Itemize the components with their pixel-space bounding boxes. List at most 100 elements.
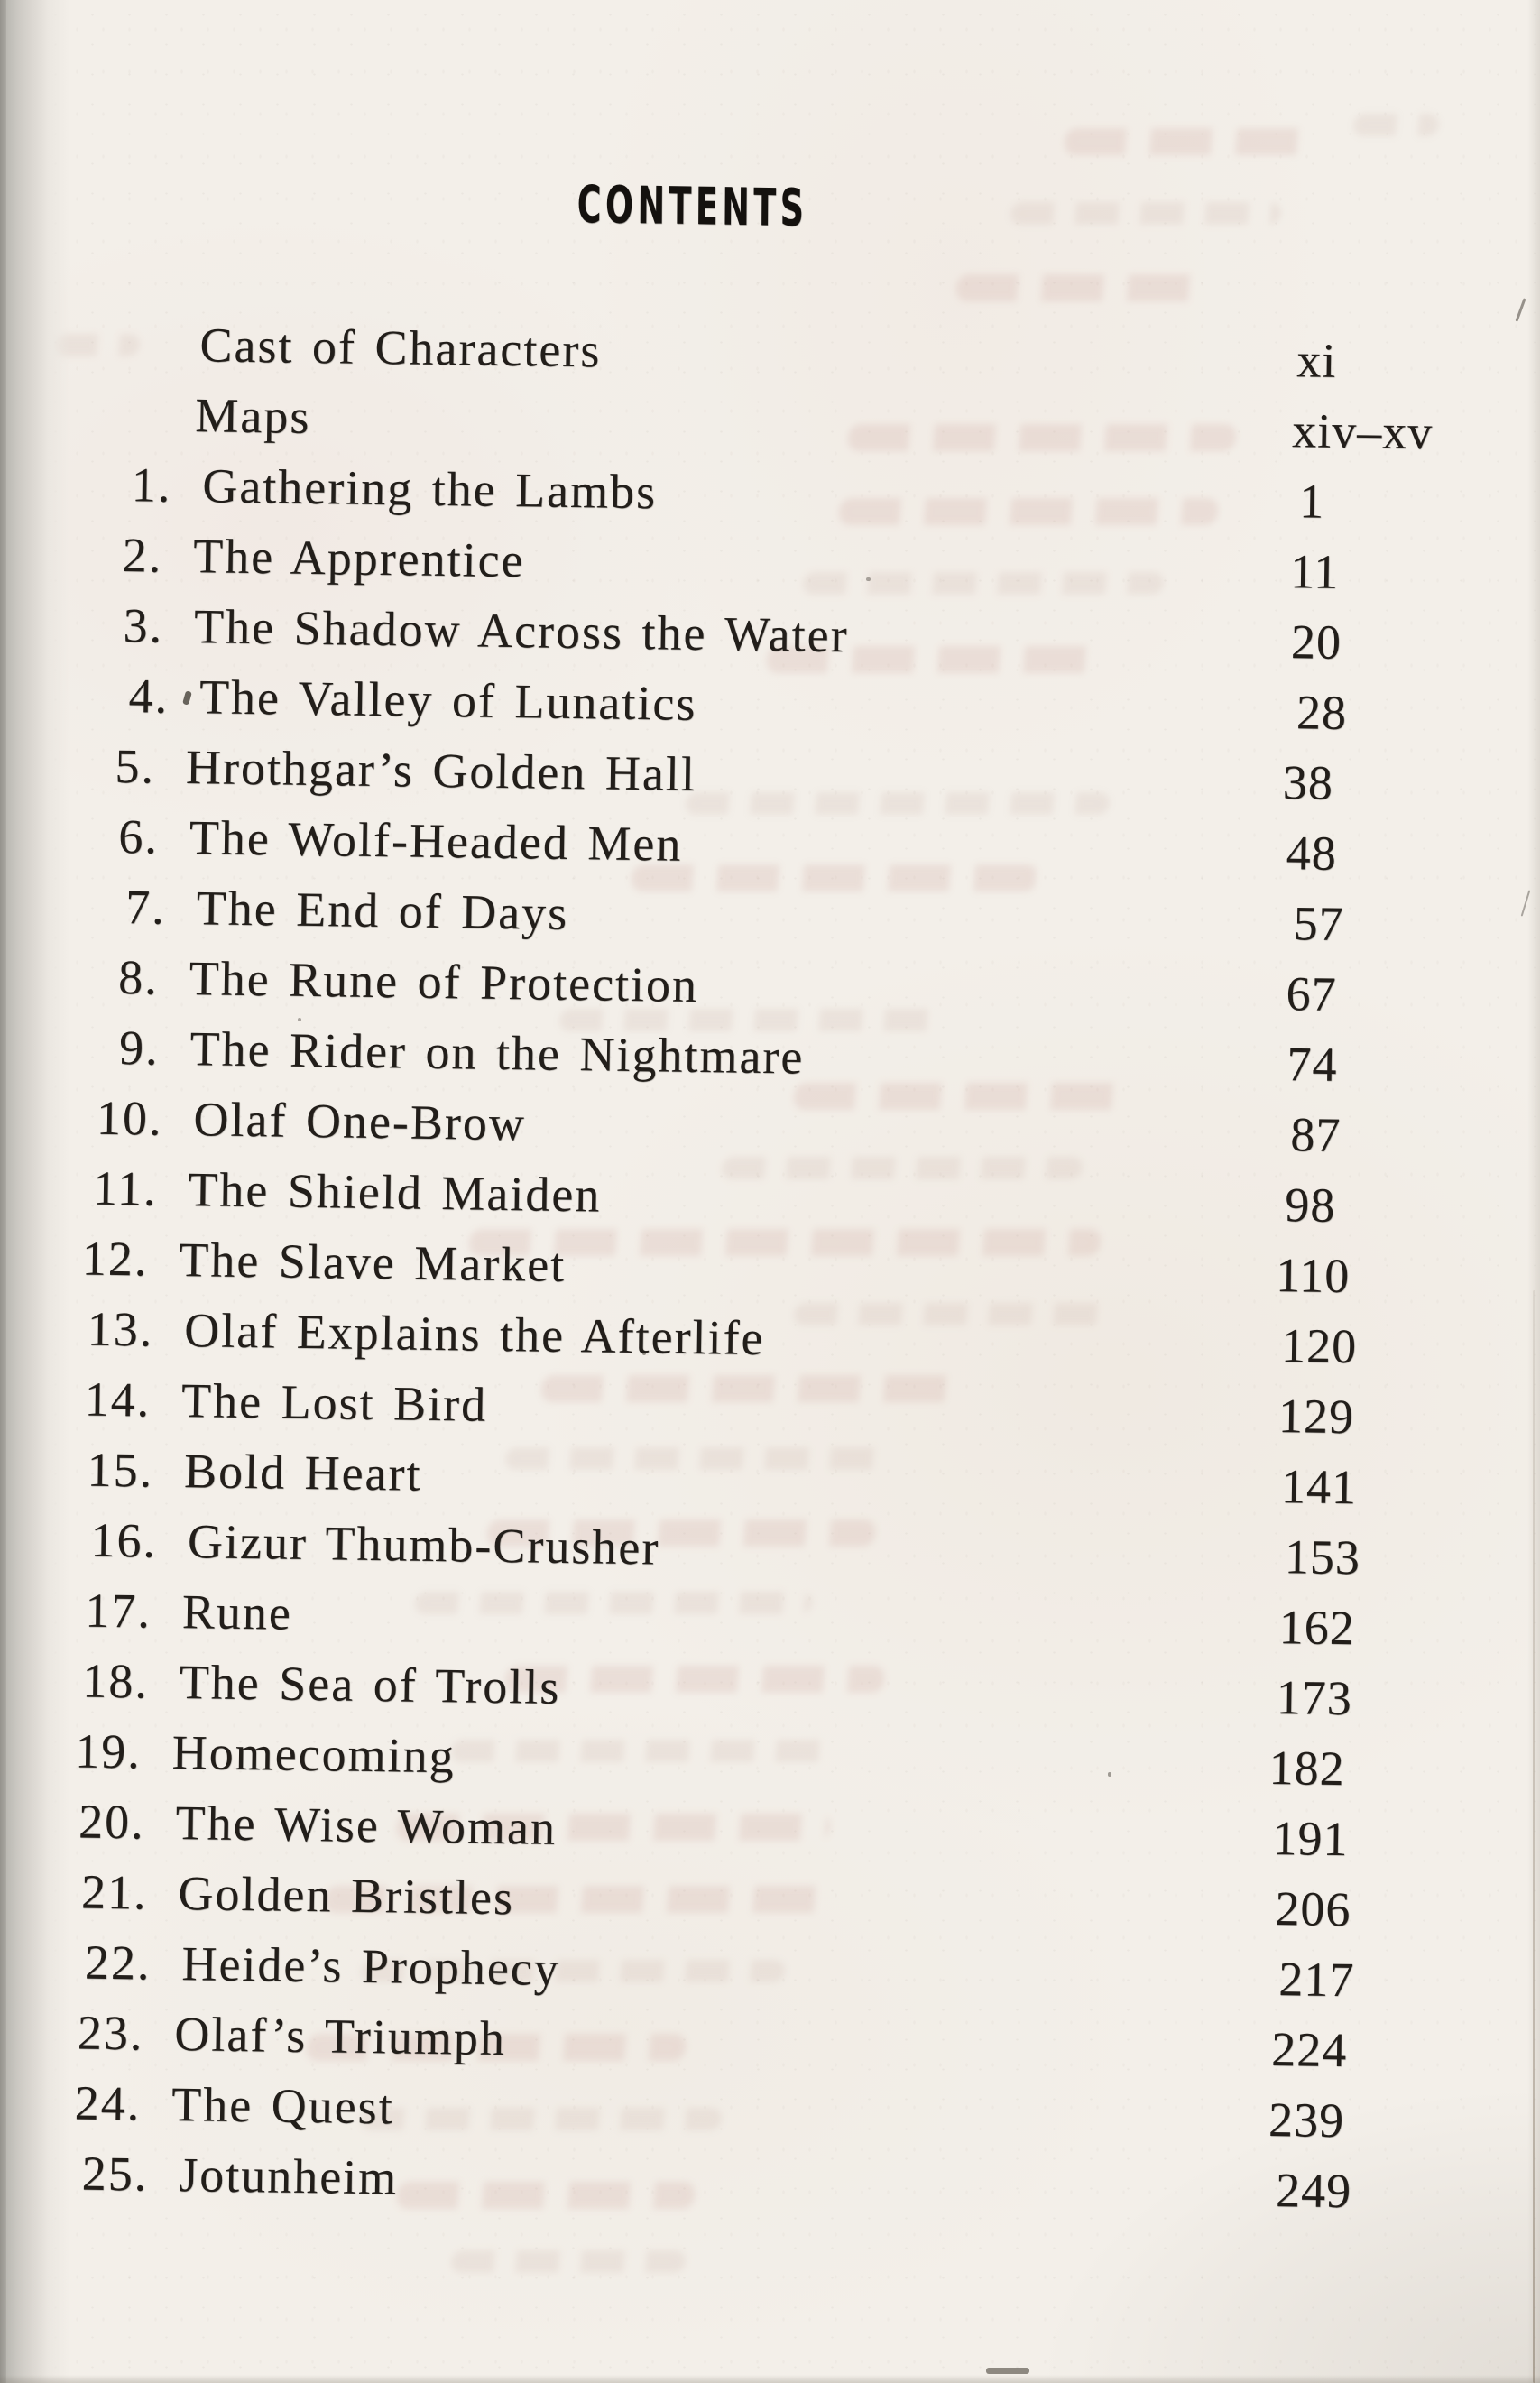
chapter-title: Olaf’s Triumph — [173, 2007, 507, 2066]
chapter-number: 19. — [74, 1723, 143, 1779]
page-number: 28 — [1296, 685, 1348, 741]
page-number: 249 — [1275, 2163, 1352, 2219]
chapter-number: 7. — [124, 880, 167, 935]
chapter-number: 24. — [74, 2075, 142, 2131]
page-number: 67 — [1286, 966, 1338, 1021]
chapter-number: 15. — [87, 1442, 154, 1498]
chapter-title: The Shadow Across the Water — [193, 599, 850, 663]
bleed-through-text — [450, 2250, 687, 2273]
page-number: 206 — [1275, 1881, 1351, 1937]
chapter-title: Heide’s Prophecy — [181, 1936, 561, 1996]
chapter-number: 9. — [118, 1021, 161, 1076]
page-number: 182 — [1268, 1740, 1346, 1796]
chapter-number: 25. — [81, 2146, 149, 2202]
chapter-number: 1. — [131, 457, 172, 513]
page-number: 162 — [1278, 1600, 1356, 1656]
bleed-through-text — [1010, 202, 1282, 225]
chapter-number: 16. — [90, 1512, 158, 1568]
page-number: xi — [1296, 333, 1337, 388]
chapter-title: Homecoming — [171, 1724, 456, 1784]
chapter-number: 4. — [128, 669, 170, 724]
page-right-edge-shadow — [1527, 0, 1540, 2383]
page-bottom-edge — [0, 2375, 1540, 2383]
chapter-number: 13. — [87, 1301, 154, 1357]
page-number: 74 — [1286, 1037, 1338, 1092]
scan-speck — [866, 577, 871, 581]
scan-speck — [986, 2368, 1029, 2374]
chapter-number: 11. — [92, 1160, 158, 1216]
page-number: 141 — [1280, 1459, 1358, 1515]
page-number: 224 — [1270, 2021, 1348, 2078]
page-number: 1 — [1298, 474, 1325, 529]
chapter-title: Jotunheim — [178, 2147, 399, 2205]
chapter-title: The End of Days — [196, 881, 569, 940]
chapter-number: 3. — [123, 598, 164, 653]
chapter-title: The Shield Maiden — [188, 1162, 602, 1223]
chapter-title: The Lost Bird — [180, 1373, 488, 1432]
chapter-number: 6. — [117, 809, 160, 864]
page-edge-line — [1533, 1290, 1535, 2383]
chapter-title: Hrothgar’s Golden Hall — [185, 740, 697, 801]
chapter-title: The Wise Woman — [175, 1796, 558, 1855]
chapter-number: 14. — [84, 1372, 152, 1427]
page-number: xiv–xv — [1291, 403, 1434, 460]
chapter-number: 18. — [81, 1653, 150, 1709]
bleed-through-text — [1063, 128, 1310, 155]
chapter-title: Maps — [195, 388, 311, 444]
chapter-title: The Wolf-Headed Men — [189, 810, 683, 872]
page-number: 191 — [1272, 1810, 1349, 1867]
page-number: 87 — [1289, 1107, 1342, 1162]
chapter-title: The Sea of Trolls — [179, 1655, 561, 1714]
book-gutter-shadow — [0, 0, 70, 2383]
page-number: 48 — [1286, 826, 1338, 881]
page-number: 20 — [1290, 614, 1342, 670]
page-number: 129 — [1277, 1389, 1355, 1445]
bleed-through-text — [1352, 114, 1440, 136]
chapter-title: Gathering the Lambs — [201, 458, 658, 520]
contents-title: CONTENTS — [576, 175, 808, 239]
chapter-number: 10. — [96, 1090, 163, 1146]
chapter-title: Olaf Explains the Afterlife — [183, 1303, 765, 1366]
chapter-title: The Slave Market — [178, 1233, 567, 1292]
chapter-title: Olaf One-Brow — [193, 1092, 527, 1151]
scan-speck — [1108, 1772, 1111, 1777]
chapter-title: Cast of Characters — [199, 318, 602, 378]
chapter-title: The Valley of Lunatics — [198, 670, 697, 731]
page-number: 120 — [1280, 1318, 1358, 1374]
chapter-number: 17. — [85, 1583, 152, 1639]
page-number: 153 — [1284, 1529, 1361, 1585]
chapter-title: The Quest — [171, 2076, 395, 2135]
chapter-number: 12. — [81, 1231, 149, 1287]
chapter-title: Rune — [181, 1584, 293, 1640]
scan-speck — [642, 1352, 646, 1355]
chapter-number: 2. — [122, 528, 163, 583]
page-number: 217 — [1277, 1952, 1355, 2008]
chapter-number: 5. — [115, 738, 156, 794]
page-number: 57 — [1293, 896, 1345, 951]
page-number: 98 — [1284, 1178, 1336, 1233]
table-of-contents: Cast of Characters xi Maps xiv–xv 1. Gat… — [0, 307, 1540, 2229]
page-number: 11 — [1289, 544, 1340, 599]
chapter-title: Bold Heart — [183, 1444, 422, 1501]
chapter-title: Golden Bristles — [178, 1866, 515, 1926]
page-number: 110 — [1275, 1247, 1351, 1304]
bleed-through-text — [954, 274, 1211, 301]
chapter-number — [0, 429, 164, 431]
chapter-title: The Rune of Protection — [189, 951, 699, 1013]
chapter-title: The Apprentice — [192, 529, 526, 588]
page-number: 239 — [1268, 2092, 1345, 2148]
book-gutter-edge — [0, 0, 6, 2383]
page-number: 173 — [1276, 1670, 1353, 1726]
chapter-title: Gizur Thumb-Crusher — [187, 1514, 660, 1575]
chapter-number: 23. — [77, 2005, 144, 2061]
chapter-title: The Rider on the Nightmare — [189, 1021, 805, 1085]
page-number: 38 — [1282, 755, 1334, 810]
chapter-number: 8. — [117, 950, 160, 1005]
chapter-number: 20. — [78, 1794, 146, 1850]
corner-shading — [1035, 2085, 1540, 2383]
chapter-number: 22. — [84, 1935, 152, 1990]
chapter-number: 21. — [80, 1864, 148, 1920]
chapter-number — [0, 358, 169, 361]
